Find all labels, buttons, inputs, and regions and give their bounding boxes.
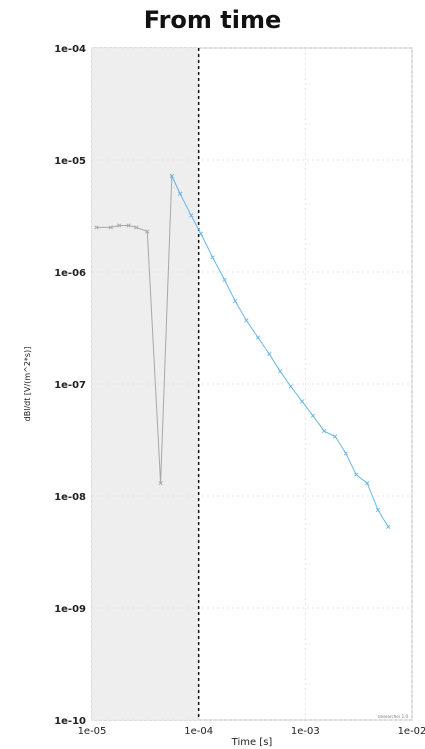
data-point-active (310, 413, 316, 418)
y-tick-label: 1e-10 (54, 716, 86, 727)
data-point-gated (94, 225, 99, 230)
y-tick-label: 1e-09 (54, 604, 86, 615)
y-tick-label: 1e-05 (54, 156, 86, 167)
x-tick-label: 1e-05 (78, 726, 107, 737)
data-point-active (365, 481, 370, 486)
chart-title: From time (143, 6, 282, 34)
data-point-active (222, 277, 227, 283)
data-point-active (233, 298, 238, 304)
y-tick-label: 1e-06 (54, 268, 86, 279)
x-tick-label: 1e-02 (398, 726, 425, 737)
data-point-active (332, 434, 338, 439)
footer-note: nbsearcher 1.0 (378, 714, 409, 719)
data-point-active (189, 213, 194, 218)
y-tick-label: 1e-07 (54, 380, 86, 391)
series-group (94, 173, 391, 529)
data-point-active (267, 351, 272, 357)
data-point-gated (145, 229, 150, 234)
data-point-active (386, 524, 391, 529)
x-axis-label: Time [s] (231, 737, 273, 748)
data-point-active (343, 451, 349, 456)
data-point-active (198, 231, 204, 236)
data-point-active (210, 255, 215, 260)
data-point-gated (134, 225, 139, 230)
y-tick-labels: 1e-04 1e-05 1e-06 1e-07 1e-08 1e-09 1e-10 (54, 44, 86, 727)
y-tick-label: 1e-08 (54, 492, 86, 503)
data-point-gated (158, 481, 163, 486)
y-tick-label: 1e-04 (54, 44, 86, 55)
data-point-gated (117, 223, 122, 228)
gated-shaded-region (92, 48, 199, 720)
data-point-active (299, 399, 305, 404)
x-tick-labels: 1e-05 1e-04 1e-03 1e-02 (78, 726, 425, 737)
data-point-active (177, 191, 183, 196)
data-point-active (354, 472, 359, 477)
data-point-gated (108, 225, 113, 230)
grid-lines (91, 47, 413, 721)
x-tick-label: 1e-03 (291, 726, 320, 737)
data-point-active (288, 384, 293, 389)
data-point-active (375, 507, 381, 513)
data-point-active (277, 369, 283, 374)
data-point-active (321, 428, 327, 434)
data-point-active (169, 173, 174, 179)
data-point-active (244, 318, 249, 323)
x-tick-label: 1e-04 (184, 726, 213, 737)
data-point-active (255, 335, 261, 340)
data-point-gated (126, 223, 131, 228)
y-axis-label: dBl/dt [V/(m^2*s)] (23, 347, 32, 422)
